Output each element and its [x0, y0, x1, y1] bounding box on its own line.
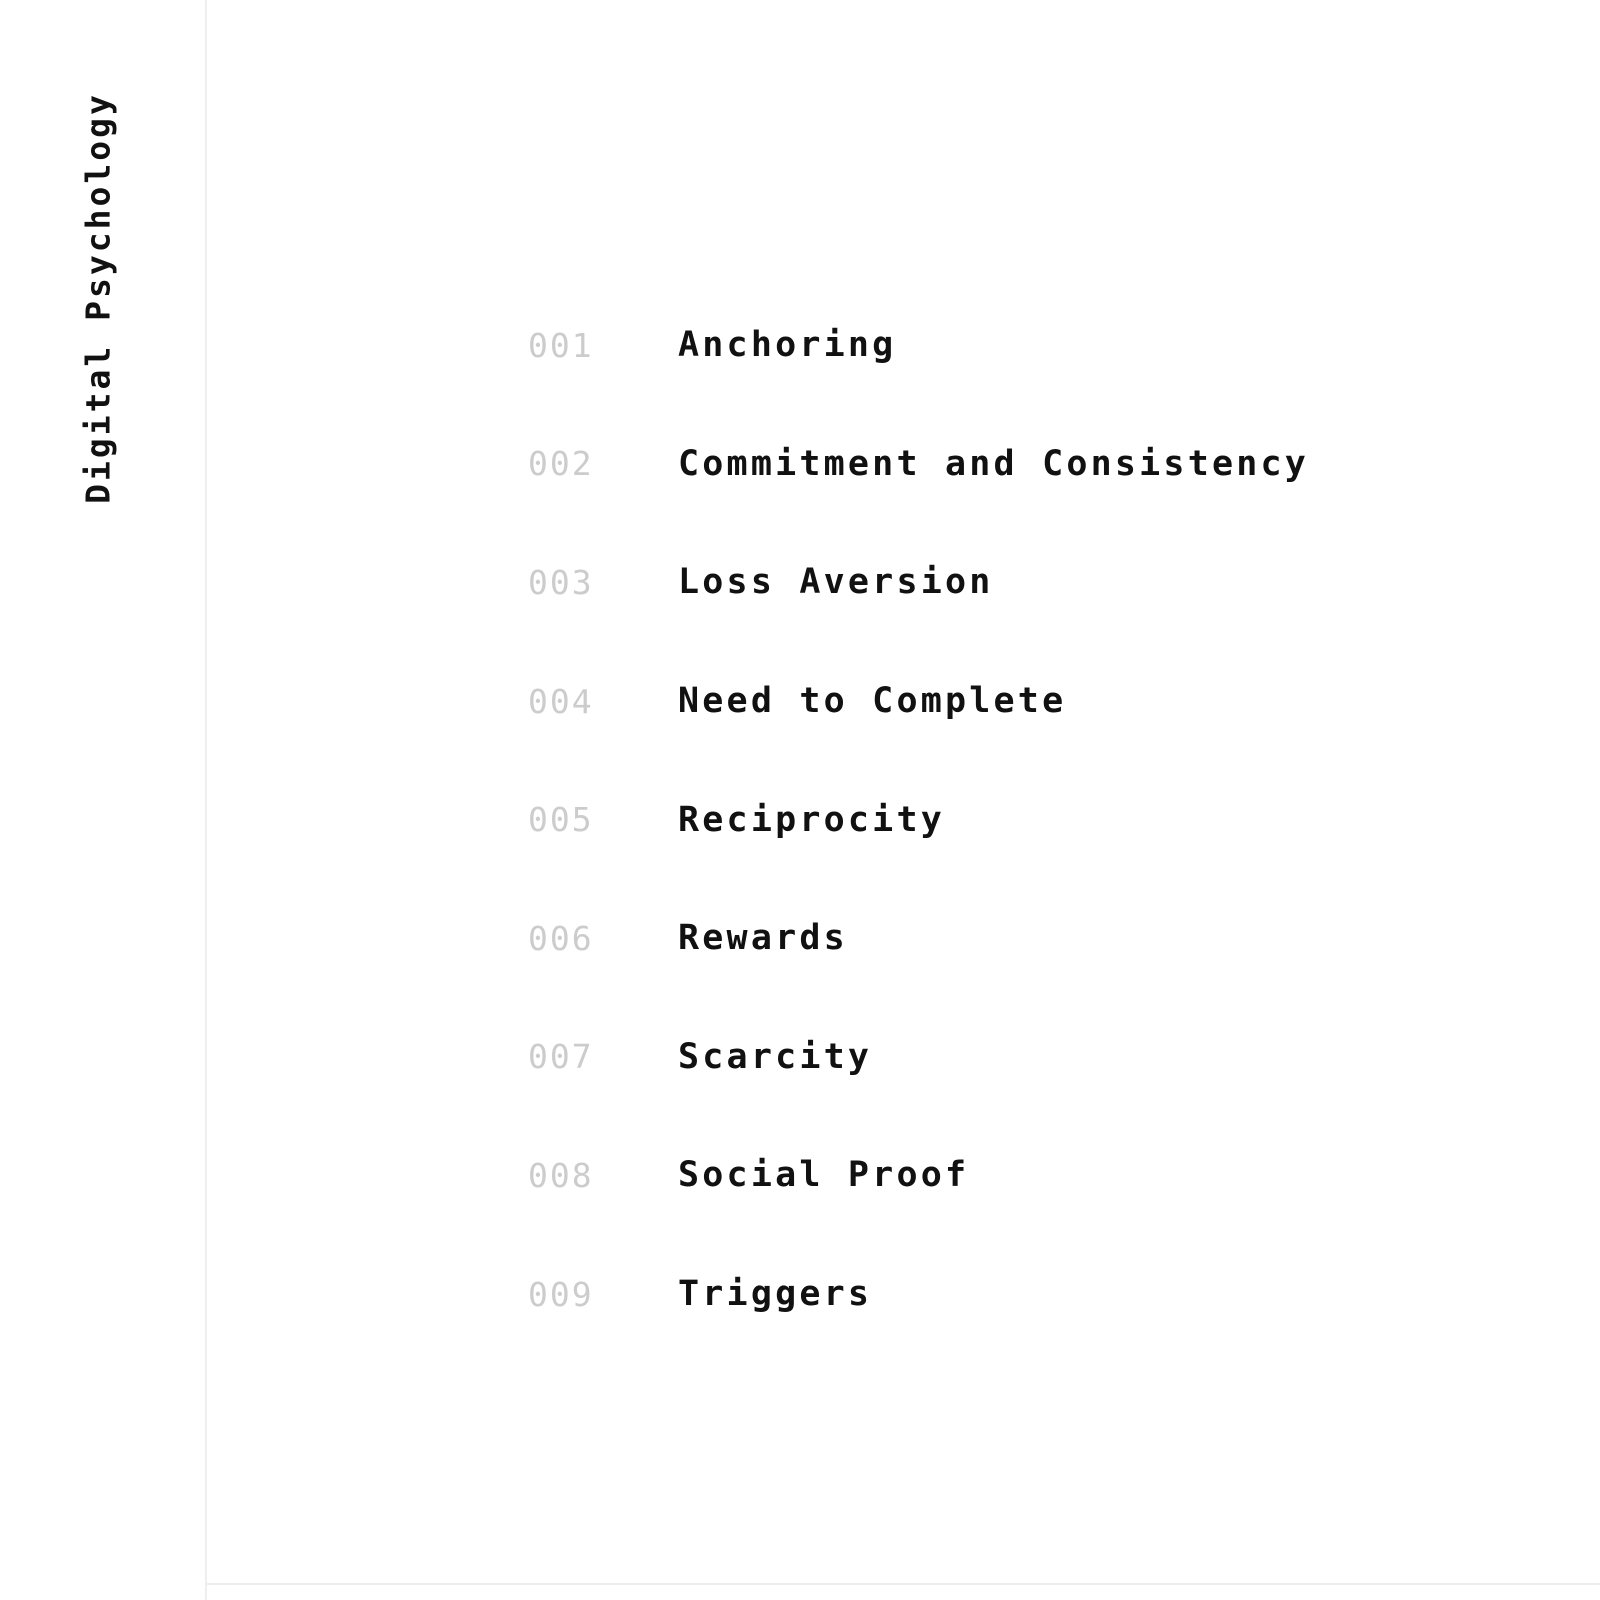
topic-link-commitment-and-consistency[interactable]: Commitment and Consistency — [678, 443, 1310, 484]
topic-number: 006 — [528, 918, 594, 958]
topic-number: 001 — [528, 325, 594, 365]
topic-number: 003 — [528, 562, 594, 602]
bottom-divider — [207, 1583, 1600, 1585]
topic-number: 008 — [528, 1155, 594, 1195]
topic-number: 007 — [528, 1037, 594, 1077]
brand-title-link[interactable]: Digital Psychology — [78, 92, 118, 504]
topic-link-reciprocity[interactable]: Reciprocity — [678, 799, 945, 840]
list-item: 002 Commitment and Consistency — [528, 405, 1309, 524]
topic-link-scarcity[interactable]: Scarcity — [678, 1036, 873, 1077]
topic-link-anchoring[interactable]: Anchoring — [678, 325, 897, 366]
list-item: 008 Social Proof — [528, 1116, 1309, 1235]
topic-number: 004 — [528, 681, 594, 721]
topic-link-loss-aversion[interactable]: Loss Aversion — [678, 562, 994, 603]
list-item: 003 Loss Aversion — [528, 523, 1309, 642]
sidebar: Digital Psychology — [0, 0, 207, 1600]
topic-number: 009 — [528, 1274, 594, 1314]
list-item: 009 Triggers — [528, 1235, 1309, 1354]
topic-link-rewards[interactable]: Rewards — [678, 918, 848, 959]
topic-link-need-to-complete[interactable]: Need to Complete — [678, 681, 1067, 722]
list-item: 006 Rewards — [528, 879, 1309, 998]
topic-number: 005 — [528, 800, 594, 840]
list-item: 005 Reciprocity — [528, 760, 1309, 879]
topic-link-triggers[interactable]: Triggers — [678, 1274, 873, 1315]
list-item: 001 Anchoring — [528, 286, 1309, 405]
topic-link-social-proof[interactable]: Social Proof — [678, 1155, 970, 1196]
topic-list: 001 Anchoring 002 Commitment and Consist… — [528, 286, 1309, 1353]
topic-number: 002 — [528, 444, 594, 484]
list-item: 007 Scarcity — [528, 998, 1309, 1117]
list-item: 004 Need to Complete — [528, 642, 1309, 761]
